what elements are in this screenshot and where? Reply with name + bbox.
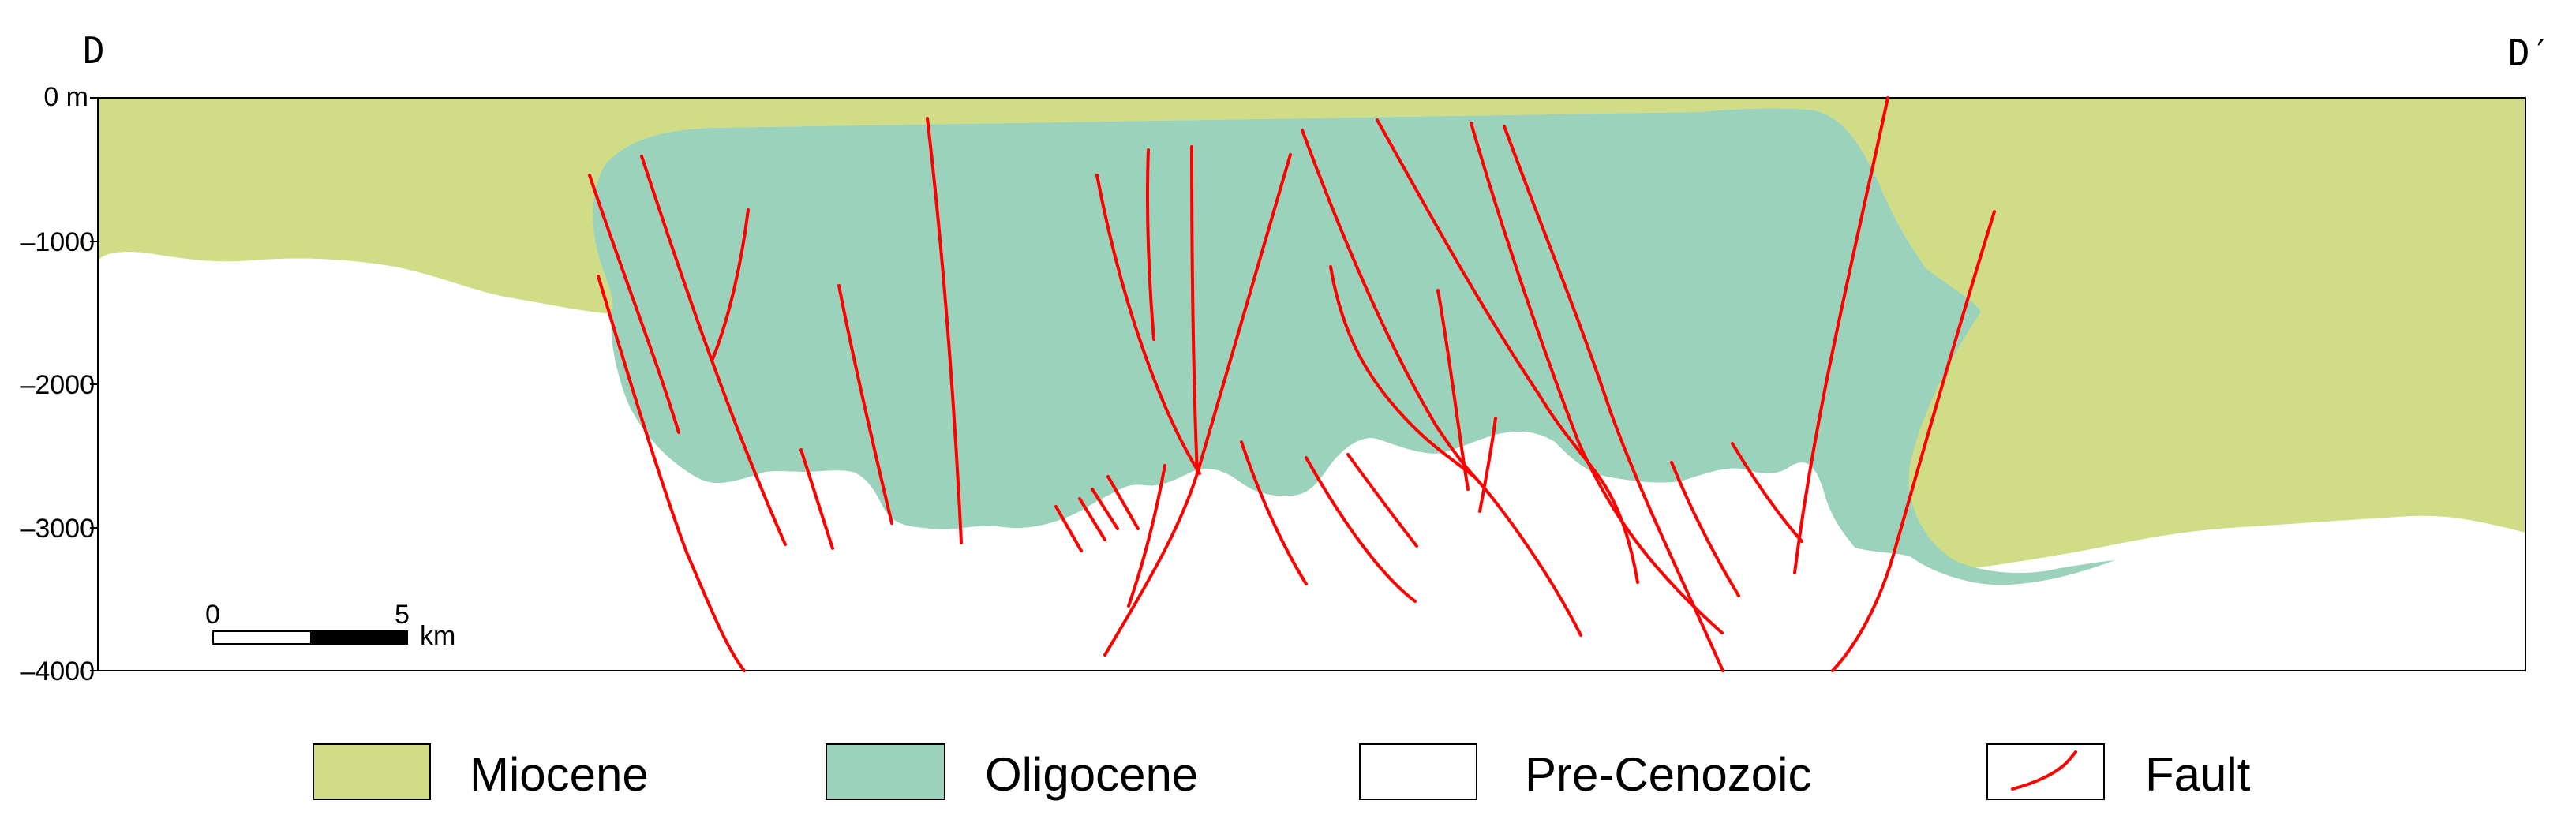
pre-cenozoic-unit — [98, 252, 2525, 671]
fault-line — [1470, 122, 1724, 634]
fault-line — [1095, 174, 1201, 475]
fault-line — [1103, 153, 1292, 657]
section-start-label: D — [83, 29, 105, 72]
section-end-label: D′ — [2508, 32, 2552, 74]
legend-item-miocene: Miocene — [313, 743, 649, 801]
fault-line — [926, 117, 963, 544]
depth-tick-label: –1000 — [20, 227, 95, 257]
fault-line — [1054, 505, 1083, 552]
fault-line — [1145, 148, 1155, 341]
fault-legend-icon — [2011, 750, 2077, 791]
depth-tick-label: –4000 — [20, 657, 95, 686]
legend-label: Oligocene — [985, 748, 1198, 801]
fault-line — [597, 275, 746, 672]
legend-item-oligocene: Oligocene — [826, 743, 1198, 801]
fault-line — [1831, 210, 1996, 672]
fault-line — [640, 155, 787, 546]
depth-tick-label: –2000 — [20, 370, 95, 400]
depth-axis: 0 m –1000 –2000 –3000 –4000 — [20, 82, 98, 686]
legend-swatch-miocene — [313, 743, 431, 800]
legend-swatch-oligocene — [826, 743, 945, 800]
fault-line — [1127, 464, 1166, 608]
fault-line — [1436, 289, 1470, 491]
fault-line — [1329, 265, 1477, 480]
legend-item-pre-cenozoic: Pre-Cenozoic — [1359, 743, 1812, 801]
fault-line — [588, 174, 680, 434]
miocene-unit — [98, 98, 2525, 571]
fault-line — [1731, 442, 1803, 543]
fault-line — [1503, 125, 1724, 672]
legend-item-fault: Fault — [1986, 743, 2251, 801]
legend-swatch-fault — [1986, 743, 2105, 800]
depth-tick-label: 0 m — [43, 82, 88, 112]
fault-line — [1478, 417, 1497, 513]
scale-bar-start-label: 0 — [205, 600, 220, 630]
fault-line — [837, 284, 893, 525]
fault-line — [711, 208, 750, 361]
fault-lines — [588, 96, 1996, 672]
scale-bar: 0 5 km — [205, 600, 455, 651]
depth-tick-label: –3000 — [20, 514, 95, 544]
fault-line — [1793, 96, 1889, 574]
legend-label: Fault — [2145, 748, 2251, 801]
fault-line — [1301, 129, 1582, 637]
fault-line — [1091, 488, 1119, 530]
fault-line — [1106, 475, 1140, 530]
scale-bar-black-segment — [310, 630, 408, 645]
geologic-units — [97, 97, 2526, 671]
legend-swatch-pre-cenozoic — [1359, 743, 1477, 800]
fault-line — [799, 448, 834, 550]
fault-line — [1078, 497, 1106, 541]
legend-label: Pre-Cenozoic — [1525, 748, 1812, 801]
fault-line — [1240, 440, 1308, 585]
fault-line — [1190, 145, 1199, 475]
legend: Miocene Oligocene Pre-Cenozoic Fault — [313, 743, 2251, 801]
scale-bar-white-segment — [212, 630, 312, 645]
fault-line — [1305, 456, 1417, 603]
legend-label: Miocene — [470, 748, 649, 801]
scale-bar-end-label: 5 — [395, 600, 410, 630]
scale-bar-unit-label: km — [420, 621, 455, 651]
fault-line — [1346, 453, 1418, 548]
fault-line — [1376, 118, 1639, 584]
fault-line — [1670, 461, 1740, 597]
